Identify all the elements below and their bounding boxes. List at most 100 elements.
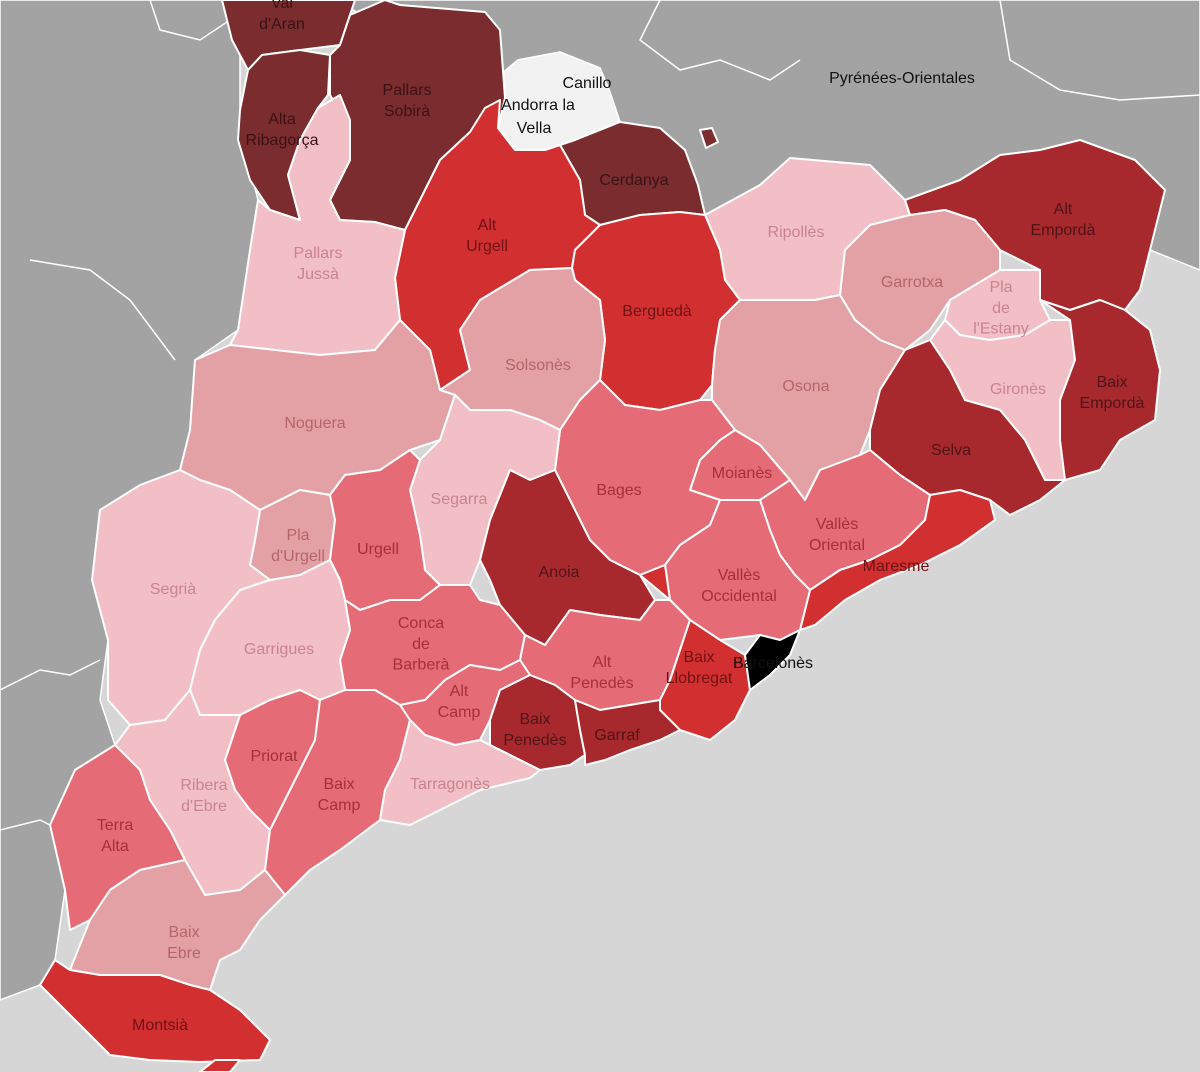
label-line: de [412, 636, 430, 653]
label-line: Pallars [383, 82, 432, 99]
label-vella: Vella [517, 120, 552, 137]
label-conca-de-barbera: Conca de Barberà [393, 615, 450, 674]
border-line-6 [149, 0, 231, 41]
comarca-baix-llobregat[interactable] [639, 564, 751, 741]
label-line: Maresme [863, 558, 930, 575]
label-barcelones: Barcelonès [733, 655, 813, 672]
label-baix-ebre: Baix Ebre [167, 924, 201, 962]
label-bages: Bages [596, 482, 641, 499]
label-pla-durgell: Pla d'Urgell [271, 527, 325, 565]
label-line: Pallars [294, 245, 343, 262]
border-line-4 [639, 0, 801, 81]
comarca-garraf[interactable] [574, 699, 681, 766]
label-selva: Selva [931, 442, 971, 459]
label-solsones: Solsonès [505, 357, 571, 374]
comarca-maresme[interactable] [799, 489, 996, 631]
comarca-baix-camp[interactable] [264, 689, 411, 896]
label-garrigues: Garrigues [244, 641, 314, 658]
label-line: Occidental [701, 588, 777, 605]
label-cerdanya: Cerdanya [599, 172, 668, 189]
label-valles-occidental: Vallès Occidental [701, 567, 777, 605]
label-alt-camp: Alt Camp [438, 683, 481, 721]
label-line: Ripollès [768, 224, 825, 241]
label-line: Segarra [431, 491, 488, 508]
label-line: Berguedà [622, 303, 691, 320]
label-maresme: Maresme [863, 558, 930, 575]
comarca-baix-emporda[interactable] [1039, 299, 1161, 481]
label-line: Gironès [990, 381, 1046, 398]
label-line: l'Estany [973, 321, 1029, 338]
label-line: Oriental [809, 537, 865, 554]
label-line: Vallès [816, 516, 858, 533]
label-line: Baix [519, 711, 550, 728]
label-line: Baix [168, 924, 199, 941]
label-line: d'Urgell [271, 548, 325, 565]
label-moianes: Moianès [712, 465, 772, 482]
label-line: Empordà [1031, 222, 1096, 239]
comarca-selva[interactable] [869, 339, 1066, 516]
label-line: Vallès [718, 567, 760, 584]
label-line: Priorat [250, 748, 298, 765]
label-line: Baix [1096, 374, 1127, 391]
label-line: Segrià [150, 581, 196, 598]
label-line: Garrigues [244, 641, 314, 658]
label-val-daran: Val d'Aran [259, 0, 305, 33]
label-line: Baix [323, 776, 354, 793]
label-pla-de-lestany: Pla de l'Estany [973, 279, 1029, 338]
label-valles-oriental: Vallès Oriental [809, 516, 865, 554]
label-line: Alta [101, 838, 129, 855]
label-line: Empordà [1080, 395, 1145, 412]
comarca-cerdanya-enclave[interactable] [699, 127, 719, 149]
comarca-montsia[interactable] [39, 959, 271, 1063]
border-line-2 [0, 659, 101, 691]
label-line: Alt [478, 217, 497, 234]
label-line: Alt [1054, 201, 1073, 218]
label-line: Alt [450, 683, 469, 700]
comarca-montsia-fragment[interactable] [199, 1059, 241, 1072]
label-line: Moianès [712, 465, 772, 482]
label-line: Urgell [466, 238, 508, 255]
label-line: Bages [596, 482, 641, 499]
external-labels-layer: Canillo Andorra la Vella Pyrénées-Orient… [501, 70, 975, 672]
label-line: Terra [97, 817, 134, 834]
label-line: Conca [398, 615, 444, 632]
label-line: Noguera [284, 415, 345, 432]
label-bergueda: Berguedà [622, 303, 691, 320]
label-baix-penedes: Baix Penedès [503, 711, 566, 749]
label-priorat: Priorat [250, 748, 298, 765]
label-line: Osona [782, 378, 829, 395]
label-ribera-debre: Ribera d'Ebre [180, 777, 227, 815]
label-line: Ebre [167, 945, 201, 962]
label-segarra: Segarra [431, 491, 488, 508]
label-line: Ribera [180, 777, 227, 794]
label-girones: Gironès [990, 381, 1046, 398]
label-line: Jussà [297, 266, 339, 283]
comarca-tarragones[interactable] [379, 719, 541, 826]
label-alta-ribagorca: Alta Ribagorça [246, 111, 319, 149]
label-line: Baix [683, 649, 714, 666]
label-andorra-la: Andorra la [501, 97, 575, 114]
label-noguera: Noguera [284, 415, 345, 432]
label-anoia: Anoia [539, 564, 580, 581]
label-line: Penedès [503, 732, 566, 749]
label-line: Alt [593, 654, 612, 671]
label-line: Anoia [539, 564, 580, 581]
label-canillo: Canillo [563, 75, 612, 92]
label-alt-emporda: Alt Empordà [1031, 201, 1096, 239]
labels-layer: Val d'Aran Alta Ribagorça Pallars Sobirà Cerda… [97, 0, 1145, 1034]
label-line: Val [271, 0, 293, 12]
label-baix-camp: Baix Camp [318, 776, 361, 814]
label-terra-alta: Terra Alta [97, 817, 134, 855]
label-line: Ribagorça [246, 132, 319, 149]
label-pyrenees-orientales: Pyrénées-Orientales [829, 70, 975, 87]
label-line: Cerdanya [599, 172, 668, 189]
label-tarragones: Tarragonès [410, 776, 490, 793]
border-line-1 [29, 259, 176, 361]
border-line-5 [999, 0, 1200, 101]
comarca-baix-penedes[interactable] [489, 674, 586, 771]
label-line: Alta [268, 111, 296, 128]
label-segria: Segrià [150, 581, 196, 598]
comarca-barcelones[interactable] [744, 629, 801, 691]
label-pallars-sobira: Pallars Sobirà [383, 82, 432, 120]
